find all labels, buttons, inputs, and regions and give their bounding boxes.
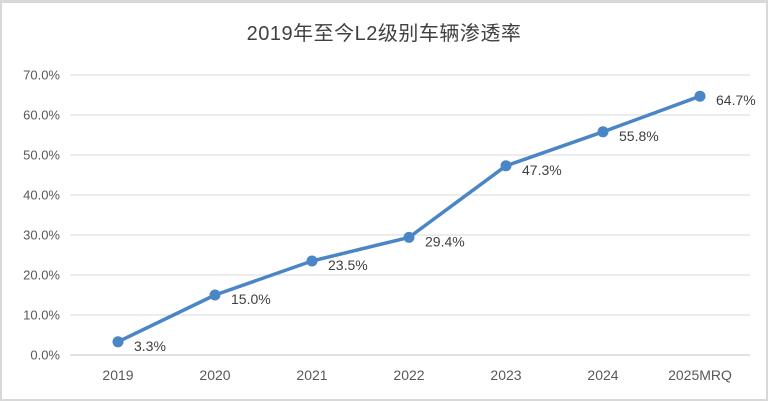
- data-label: 29.4%: [425, 233, 465, 249]
- y-axis-tick-label: 0.0%: [30, 348, 60, 363]
- data-point-marker: [112, 336, 124, 348]
- x-axis-tick-label: 2023: [490, 367, 521, 383]
- data-label: 3.3%: [134, 338, 166, 354]
- series-line: [116, 94, 702, 344]
- y-axis-tick-label: 70.0%: [23, 68, 60, 83]
- data-point-marker: [500, 160, 512, 172]
- x-axis-tick-label: 2024: [587, 367, 618, 383]
- x-axis-tick-label: 2021: [296, 367, 327, 383]
- x-axis-tick-label: 2022: [393, 367, 424, 383]
- y-axis-tick-label: 50.0%: [23, 148, 60, 163]
- data-label: 15.0%: [231, 291, 271, 307]
- data-point-marker: [597, 126, 609, 138]
- y-axis-tick-label: 10.0%: [23, 308, 60, 323]
- y-axis-tick-label: 20.0%: [23, 268, 60, 283]
- data-point-marker: [209, 289, 221, 301]
- x-axis-tick-label: 2025MRQ: [668, 367, 732, 383]
- data-label: 64.7%: [716, 92, 756, 108]
- data-point-marker: [403, 231, 415, 243]
- y-axis-tick-label: 60.0%: [23, 108, 60, 123]
- y-axis-tick-label: 30.0%: [23, 228, 60, 243]
- data-label: 23.5%: [328, 257, 368, 273]
- data-point-marker: [306, 255, 318, 267]
- data-point-marker: [694, 90, 706, 102]
- data-label: 55.8%: [619, 128, 659, 144]
- x-axis-tick-label: 2019: [102, 367, 133, 383]
- y-axis-tick-label: 40.0%: [23, 188, 60, 203]
- chart-title: 2019年至今L2级别车辆渗透率: [246, 23, 522, 45]
- data-label: 47.3%: [522, 162, 562, 178]
- line-chart: 0.0% 10.0% 20.0% 30.0% 40.0% 50.0% 60.0% 70.0% 2…: [23, 68, 756, 384]
- x-axis-tick-label: 2020: [199, 367, 230, 383]
